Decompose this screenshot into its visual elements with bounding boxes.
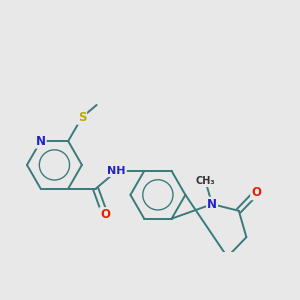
Text: NH: NH	[107, 166, 126, 176]
Text: CH₃: CH₃	[196, 176, 215, 186]
Text: S: S	[78, 111, 86, 124]
Text: O: O	[251, 186, 261, 199]
Text: N: N	[207, 198, 217, 211]
Text: N: N	[36, 135, 46, 148]
Text: O: O	[100, 208, 110, 221]
